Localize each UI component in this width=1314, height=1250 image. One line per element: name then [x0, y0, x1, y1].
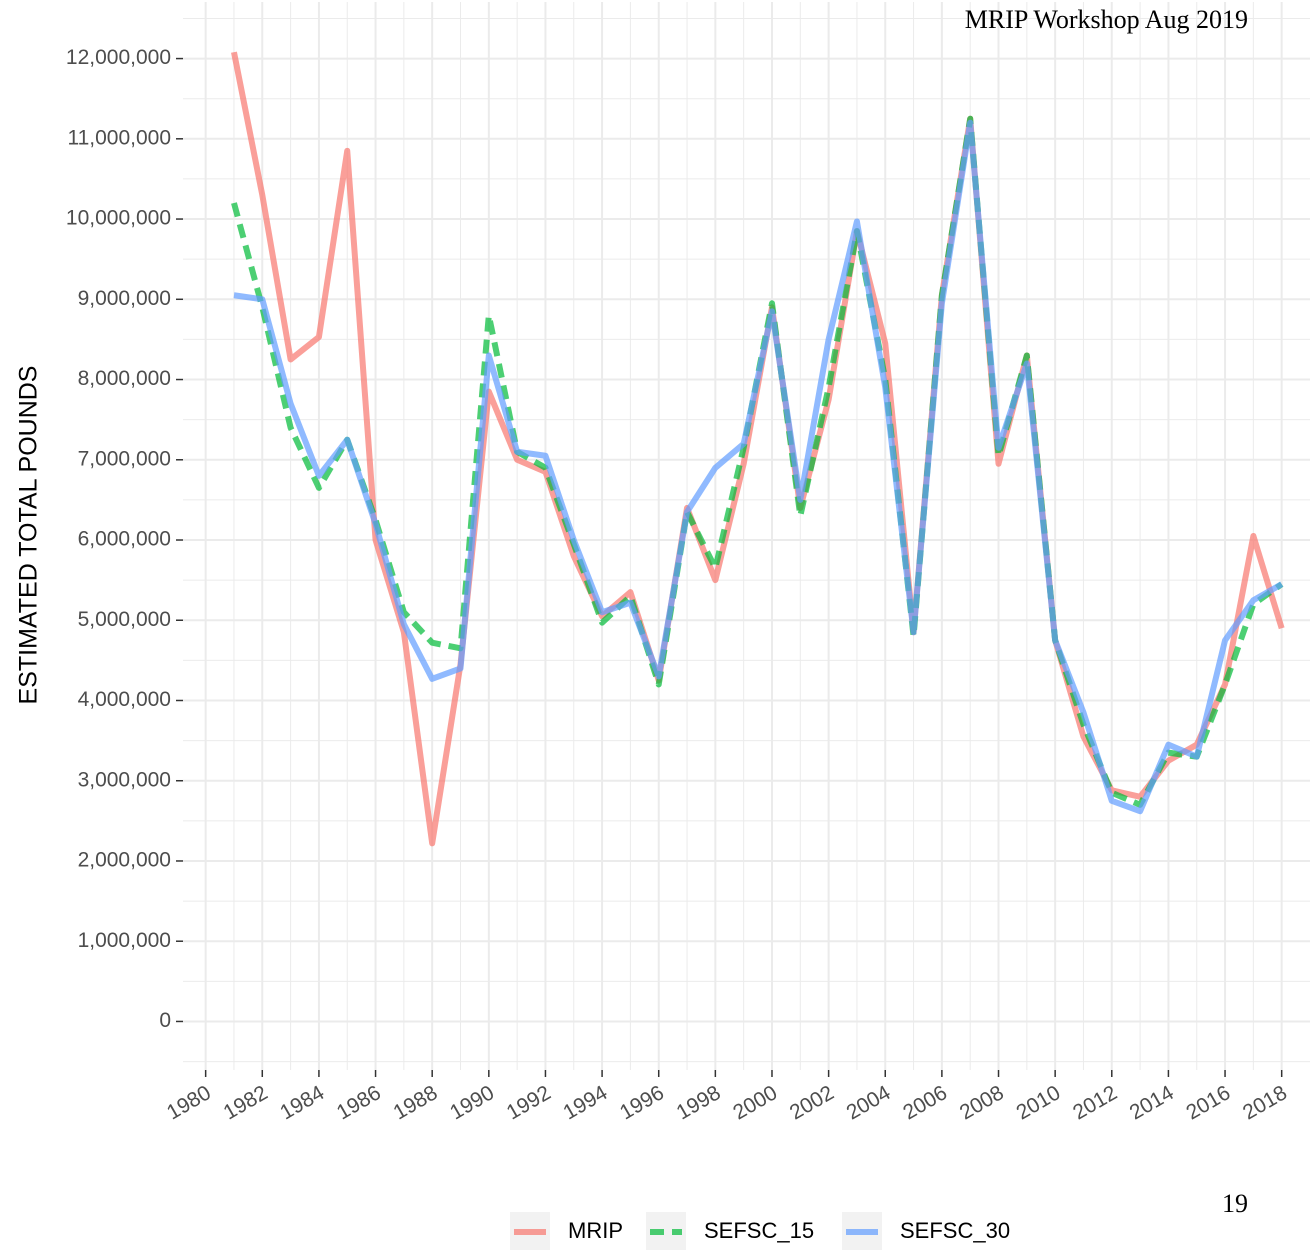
y-tick-label: 8,000,000	[78, 367, 171, 390]
x-tick-label: 1996	[616, 1081, 668, 1124]
series-line	[231, 51, 1285, 847]
legend-label: SEFSC_30	[900, 1218, 1010, 1243]
x-tick-label: 2006	[899, 1081, 951, 1124]
x-tick-label: 2010	[1012, 1081, 1064, 1124]
x-tick-label: 2000	[729, 1081, 781, 1124]
y-axis-label: ESTIMATED TOTAL POUNDS	[15, 366, 43, 705]
y-tick-label: 7,000,000	[78, 447, 171, 470]
x-tick-label: 1990	[446, 1081, 498, 1124]
x-tick-label: 2014	[1126, 1081, 1178, 1124]
x-tick-label: 2002	[786, 1081, 838, 1124]
y-tick-label: 4,000,000	[78, 688, 171, 711]
x-tick-label: 2008	[956, 1081, 1008, 1124]
x-tick-label: 2012	[1069, 1081, 1121, 1124]
y-tick-label: 6,000,000	[78, 528, 171, 551]
legend-label: SEFSC_15	[704, 1218, 814, 1243]
legend-label: MRIP	[568, 1218, 623, 1243]
x-tick-label: 2016	[1182, 1081, 1234, 1124]
annotation: MRIP Workshop Aug 2019	[965, 5, 1248, 34]
grid	[183, 2, 1310, 1070]
lines	[231, 51, 1285, 847]
x-tick-label: 2004	[843, 1081, 895, 1124]
x-tick-label: 1998	[673, 1081, 725, 1124]
y-tick-label: 3,000,000	[78, 768, 171, 791]
page-number: 19	[1222, 1189, 1248, 1218]
y-tick-label: 12,000,000	[66, 46, 171, 69]
y-tick-label: 11,000,000	[67, 126, 171, 149]
x-tick-label: 1992	[503, 1081, 555, 1124]
y-tick-label: 10,000,000	[66, 207, 171, 230]
y-tick-label: 9,000,000	[78, 287, 171, 310]
y-tick-label: 5,000,000	[78, 608, 171, 631]
series-line	[231, 115, 1284, 808]
x-tick-label: 1982	[220, 1081, 272, 1124]
y-tick-label: 1,000,000	[78, 929, 171, 952]
x-tick-label: 1984	[276, 1081, 328, 1124]
series-line	[233, 119, 1284, 815]
x-tick-label: 1994	[559, 1081, 611, 1124]
x-tick-label: 1986	[333, 1081, 385, 1124]
x-tick-label: 2018	[1239, 1081, 1291, 1124]
y-tick-label: 0	[159, 1009, 171, 1032]
x-tick-label: 1988	[389, 1081, 441, 1124]
x-tick-label: 1980	[163, 1081, 215, 1124]
y-tick-label: 2,000,000	[78, 849, 171, 872]
